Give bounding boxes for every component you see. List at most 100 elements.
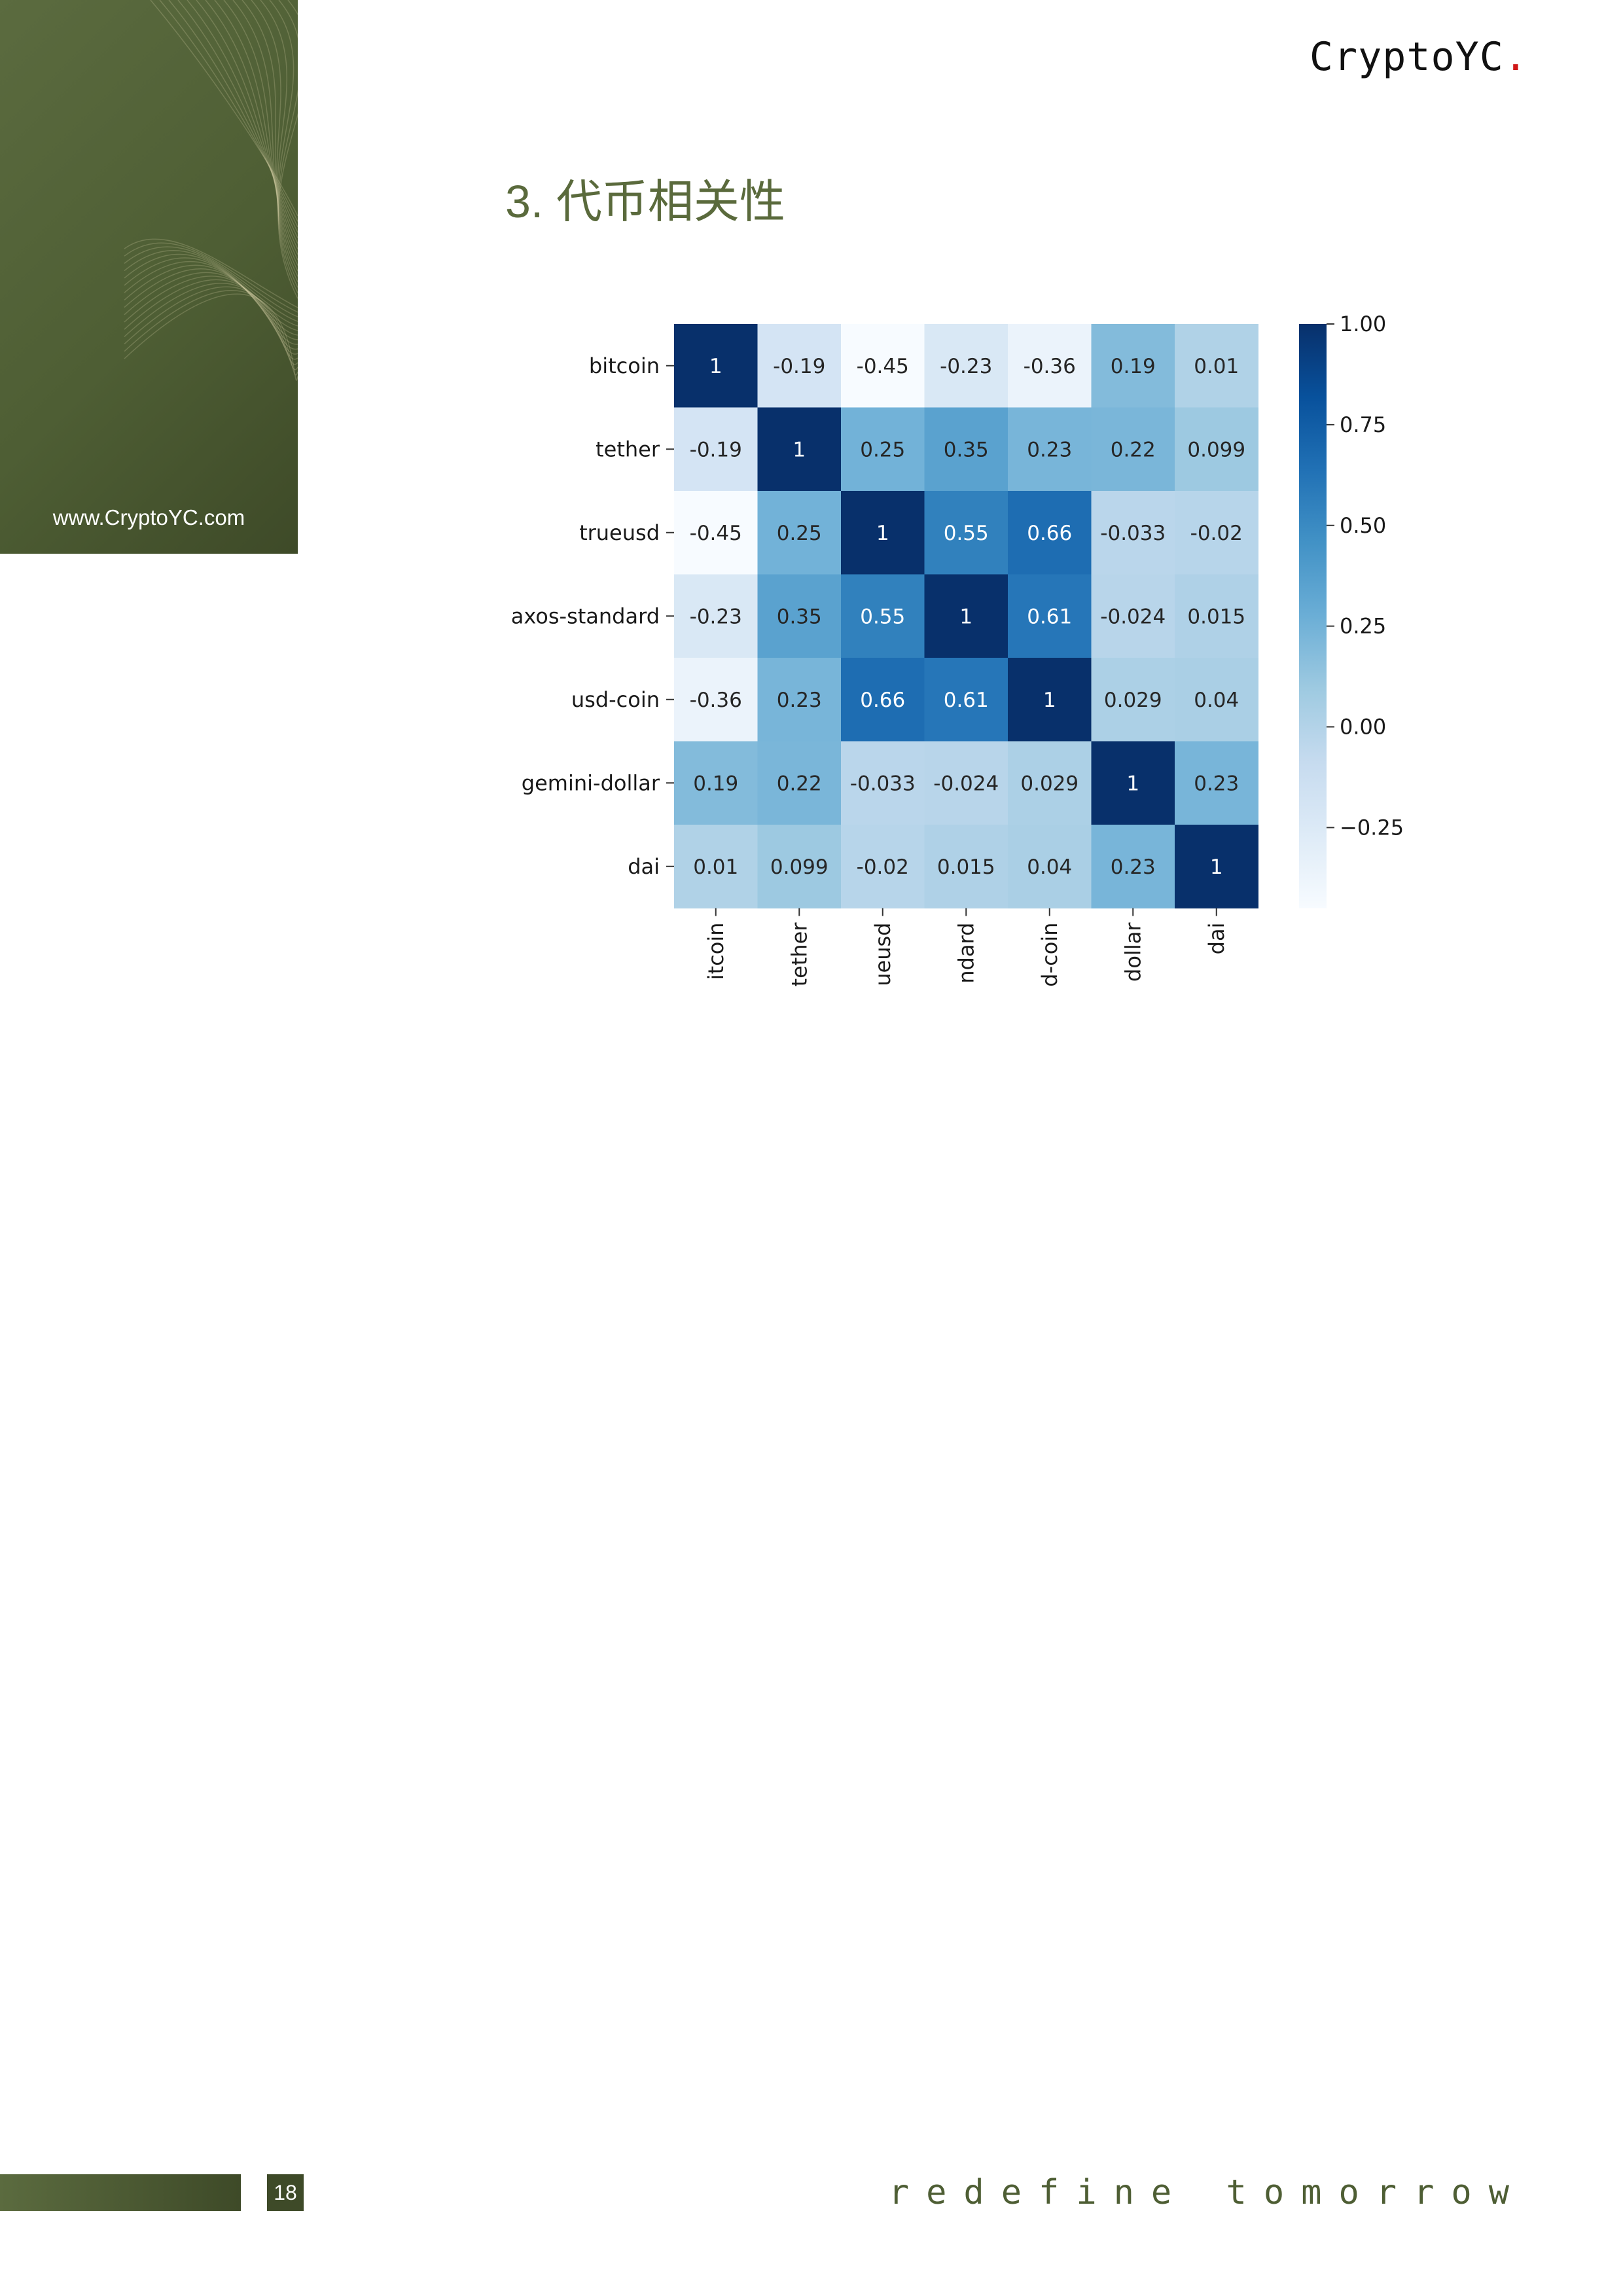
row-label: trueusd bbox=[579, 520, 660, 545]
col-label-group: dollar bbox=[1120, 922, 1145, 982]
side-panel: www.CryptoYC.com bbox=[0, 0, 298, 554]
heatmap-cell bbox=[757, 491, 842, 575]
heatmap-cell bbox=[1008, 491, 1092, 575]
heatmap-cell bbox=[1091, 741, 1175, 825]
heatmap-cell bbox=[841, 741, 925, 825]
heatmap-cell bbox=[757, 658, 842, 742]
heatmap-cell bbox=[841, 324, 925, 408]
heatmap-cell-label: 0.66 bbox=[1027, 522, 1072, 545]
heatmap-cell-label: 0.66 bbox=[860, 689, 905, 712]
heatmap-cell bbox=[757, 741, 842, 825]
heatmap-cell-label: 0.25 bbox=[860, 438, 905, 461]
colorbar-tick-label: 0.25 bbox=[1340, 614, 1386, 639]
row-label: dai bbox=[628, 854, 660, 879]
heatmap-cell-label: 0.61 bbox=[944, 689, 989, 712]
row-label: usd-coin bbox=[571, 687, 660, 712]
colorbar bbox=[1299, 324, 1327, 908]
decorative-wave-lines bbox=[124, 0, 298, 381]
col-label: dai bbox=[1204, 923, 1229, 955]
heatmap-cell bbox=[674, 407, 758, 492]
row-label: axos-standard bbox=[511, 603, 660, 628]
col-label: d-coin bbox=[1037, 923, 1062, 987]
heatmap-cell-label: 1 bbox=[876, 522, 889, 545]
heatmap-cell bbox=[674, 741, 758, 825]
heatmap-cell-label: 0.23 bbox=[777, 689, 822, 712]
heatmap-cell-label: 0.01 bbox=[693, 855, 738, 879]
heatmap-cell-label: 0.015 bbox=[1187, 605, 1245, 628]
row-label: tether bbox=[596, 437, 660, 461]
col-label-group: ueusd bbox=[870, 923, 895, 986]
heatmap-cell bbox=[924, 574, 1008, 658]
heatmap-cell-label: 1 bbox=[1126, 772, 1139, 795]
heatmap-cell-label: 0.029 bbox=[1104, 689, 1162, 712]
correlation-heatmap: 1 -0.19 -0.45 -0.23 -0.36 0.19 0.01 -0.19 1 0.25 0… bbox=[511, 312, 1404, 987]
heatmap-cell bbox=[1091, 324, 1175, 408]
col-label: dollar bbox=[1120, 922, 1145, 982]
heatmap-cell-label: 0.19 bbox=[693, 772, 738, 795]
row-label: gemini-dollar bbox=[522, 770, 660, 795]
heatmap-cell bbox=[674, 825, 758, 908]
heatmap-cell bbox=[841, 658, 925, 742]
heatmap-cell bbox=[1008, 324, 1092, 408]
heatmap-cell bbox=[1008, 574, 1092, 658]
heatmap-cell bbox=[674, 574, 758, 658]
heatmap-cell-label: 0.029 bbox=[1020, 772, 1079, 795]
colorbar-tick-label: 0.50 bbox=[1340, 513, 1386, 538]
heatmap-cell bbox=[924, 741, 1008, 825]
heatmap-cell bbox=[1008, 658, 1092, 742]
heatmap-cell bbox=[1175, 741, 1258, 825]
heatmap-cell-label: -0.19 bbox=[773, 355, 825, 378]
heatmap-cell-label: 0.01 bbox=[1194, 355, 1239, 378]
heatmap-cell-label: 0.015 bbox=[937, 855, 995, 879]
colorbar-tick-label: 1.00 bbox=[1340, 312, 1386, 336]
heatmap-cell bbox=[1091, 658, 1175, 742]
heatmap-cell-label: -0.02 bbox=[1190, 522, 1243, 545]
heatmap-cell-label: 0.22 bbox=[777, 772, 822, 795]
heatmap-cell-label: 0.04 bbox=[1027, 855, 1072, 879]
heatmap-cell bbox=[924, 324, 1008, 408]
heatmap-cell-label: 1 bbox=[709, 355, 722, 378]
heatmap-cell bbox=[757, 324, 842, 408]
heatmap-cell-label: 0.099 bbox=[1187, 438, 1245, 461]
heatmap-cell-label: 0.55 bbox=[860, 605, 905, 628]
heatmap-cell-label: 1 bbox=[793, 438, 806, 461]
heatmap-cell bbox=[1175, 658, 1258, 742]
heatmap-cell-label: 0.35 bbox=[944, 438, 989, 461]
heatmap-cell-label: 0.61 bbox=[1027, 605, 1072, 628]
brand-name: CryptoYC bbox=[1309, 34, 1504, 80]
colorbar-tick-label: −0.25 bbox=[1340, 815, 1404, 840]
heatmap-cell bbox=[1175, 491, 1258, 575]
heatmap-cell-label: 1 bbox=[1043, 689, 1056, 712]
heatmap-cell bbox=[757, 825, 842, 908]
heatmap-cell bbox=[674, 658, 758, 742]
heatmap-cell bbox=[1091, 574, 1175, 658]
col-label: itcoin bbox=[704, 923, 728, 980]
heatmap-cell-label: 0.55 bbox=[944, 522, 989, 545]
heatmap-cell bbox=[924, 407, 1008, 492]
heatmap-cell bbox=[1175, 574, 1258, 658]
col-label-group: d-coin bbox=[1037, 923, 1062, 987]
heatmap-cell bbox=[674, 324, 758, 408]
heatmap-cell bbox=[1091, 825, 1175, 908]
website-url[interactable]: www.CryptoYC.com bbox=[52, 505, 245, 529]
brand-logo: CryptoYC. bbox=[1310, 34, 1528, 80]
col-label: ndard bbox=[954, 923, 978, 984]
heatmap-cell bbox=[924, 658, 1008, 742]
heatmap-cell bbox=[841, 825, 925, 908]
heatmap-cell bbox=[1175, 825, 1258, 908]
heatmap-cell bbox=[674, 491, 758, 575]
heatmap-cell bbox=[1008, 407, 1092, 492]
col-label: tether bbox=[787, 922, 812, 987]
heatmap-cell-label: -0.033 bbox=[850, 772, 916, 795]
brand-dot: . bbox=[1503, 34, 1528, 80]
heatmap-cell-label: 0.22 bbox=[1111, 438, 1156, 461]
heatmap-cell-label: 0.23 bbox=[1027, 438, 1072, 461]
heatmap-cell bbox=[757, 407, 842, 492]
colorbar-tick-label: 0.00 bbox=[1340, 715, 1386, 740]
heatmap-cell-label: -0.19 bbox=[690, 438, 742, 461]
heatmap-cell-label: -0.024 bbox=[1100, 605, 1166, 628]
heatmap-cell bbox=[841, 407, 925, 492]
page-number: 18 bbox=[267, 2174, 304, 2211]
section-title: 3. 代币相关性 bbox=[505, 176, 785, 227]
heatmap-cell bbox=[1008, 825, 1092, 908]
